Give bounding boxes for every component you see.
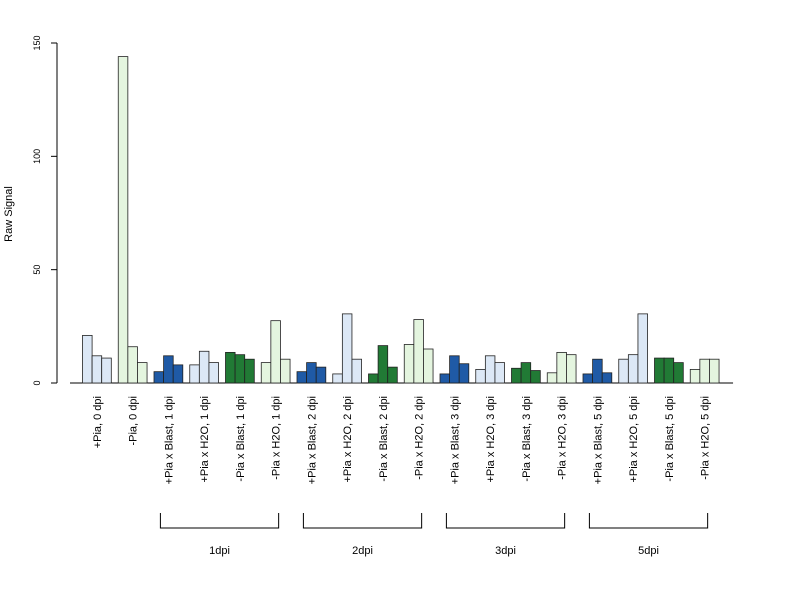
category-label: -Pia x H2O, 3 dpi bbox=[557, 396, 569, 480]
bar bbox=[127, 346, 138, 384]
bar bbox=[709, 358, 720, 384]
bar bbox=[234, 354, 246, 384]
category-label: +Pia x H2O, 5 dpi bbox=[628, 396, 640, 483]
bar bbox=[225, 351, 236, 384]
y-tick-label: 100 bbox=[32, 149, 42, 164]
bars bbox=[82, 56, 720, 384]
bar bbox=[153, 371, 165, 384]
bar bbox=[260, 362, 272, 384]
bar bbox=[163, 355, 174, 384]
y-axis: 0 50 100 150 bbox=[32, 35, 734, 386]
group-bracket bbox=[302, 513, 423, 529]
bar bbox=[556, 351, 567, 384]
bar bbox=[306, 362, 317, 384]
bar bbox=[137, 362, 148, 384]
bar bbox=[172, 364, 184, 384]
group-bracket bbox=[445, 513, 566, 529]
bar bbox=[546, 372, 558, 384]
bar bbox=[280, 358, 291, 384]
bar bbox=[601, 372, 613, 384]
bar bbox=[189, 364, 200, 384]
y-tick-label: 150 bbox=[32, 35, 42, 50]
category-label: -Pia x H2O, 1 dpi bbox=[271, 396, 283, 480]
category-label: -Pia x Blast, 3 dpi bbox=[521, 396, 533, 482]
bar bbox=[423, 348, 434, 384]
bar bbox=[689, 368, 701, 384]
category-label: -Pia x Blast, 1 dpi bbox=[235, 396, 247, 482]
bar bbox=[341, 313, 353, 384]
bar bbox=[198, 350, 210, 384]
bar bbox=[439, 373, 451, 384]
bar bbox=[582, 373, 594, 384]
group-brackets: 1dpi 2dpi 3dpi 5dpi bbox=[159, 513, 709, 557]
bar bbox=[315, 366, 327, 384]
bar bbox=[403, 344, 415, 384]
group-bracket bbox=[588, 513, 709, 529]
category-label: -Pia x Blast, 5 dpi bbox=[664, 396, 676, 482]
bar bbox=[413, 319, 424, 384]
category-label: +Pia x H2O, 2 dpi bbox=[342, 396, 354, 483]
bar bbox=[377, 345, 389, 384]
group-label: 5dpi bbox=[638, 545, 659, 557]
bar bbox=[511, 367, 522, 384]
bar bbox=[117, 56, 129, 384]
category-labels: +Pia, 0 dpi -Pia, 0 dpi +Pia x Blast, 1 dp… bbox=[92, 396, 712, 484]
group-label: 2dpi bbox=[352, 545, 373, 557]
bar bbox=[494, 362, 505, 384]
bar bbox=[244, 358, 255, 384]
bar bbox=[520, 362, 532, 384]
y-axis-label: Raw Signal bbox=[3, 186, 15, 242]
bar bbox=[351, 358, 362, 384]
category-label: -Pia x H2O, 5 dpi bbox=[700, 396, 712, 480]
bar bbox=[663, 357, 675, 384]
bar bbox=[101, 357, 112, 384]
bar bbox=[637, 313, 648, 384]
bar bbox=[208, 362, 219, 384]
bar bbox=[387, 366, 398, 384]
category-label: +Pia x Blast, 2 dpi bbox=[306, 396, 318, 484]
bar bbox=[699, 358, 710, 384]
bar bbox=[91, 355, 103, 384]
category-label: +Pia x H2O, 3 dpi bbox=[485, 396, 497, 483]
bar bbox=[627, 354, 639, 384]
group-label: 1dpi bbox=[209, 545, 230, 557]
bar bbox=[296, 371, 308, 384]
bar bbox=[484, 355, 496, 384]
bar bbox=[270, 320, 281, 384]
bar bbox=[458, 363, 470, 384]
category-label: +Pia x Blast, 5 dpi bbox=[592, 396, 604, 484]
bar bbox=[673, 362, 684, 384]
y-tick-label: 0 bbox=[32, 380, 42, 385]
bar bbox=[82, 334, 93, 384]
bar bbox=[654, 357, 665, 384]
y-tick-label: 50 bbox=[32, 265, 42, 275]
bar bbox=[592, 358, 603, 384]
category-label: -Pia, 0 dpi bbox=[128, 396, 140, 446]
bar bbox=[368, 373, 379, 384]
category-label: -Pia x H2O, 2 dpi bbox=[414, 396, 426, 480]
category-label: +Pia, 0 dpi bbox=[92, 396, 104, 448]
bar bbox=[475, 368, 486, 384]
bar bbox=[618, 358, 629, 384]
category-label: -Pia x Blast, 2 dpi bbox=[378, 396, 390, 482]
bar bbox=[566, 354, 577, 384]
bar bbox=[530, 370, 541, 384]
bar bbox=[332, 373, 343, 384]
group-label: 3dpi bbox=[495, 545, 516, 557]
category-label: +Pia x H2O, 1 dpi bbox=[199, 396, 211, 483]
bar bbox=[449, 355, 460, 384]
category-label: +Pia x Blast, 3 dpi bbox=[449, 396, 461, 484]
category-label: +Pia x Blast, 1 dpi bbox=[163, 396, 175, 484]
group-bracket bbox=[159, 513, 280, 529]
